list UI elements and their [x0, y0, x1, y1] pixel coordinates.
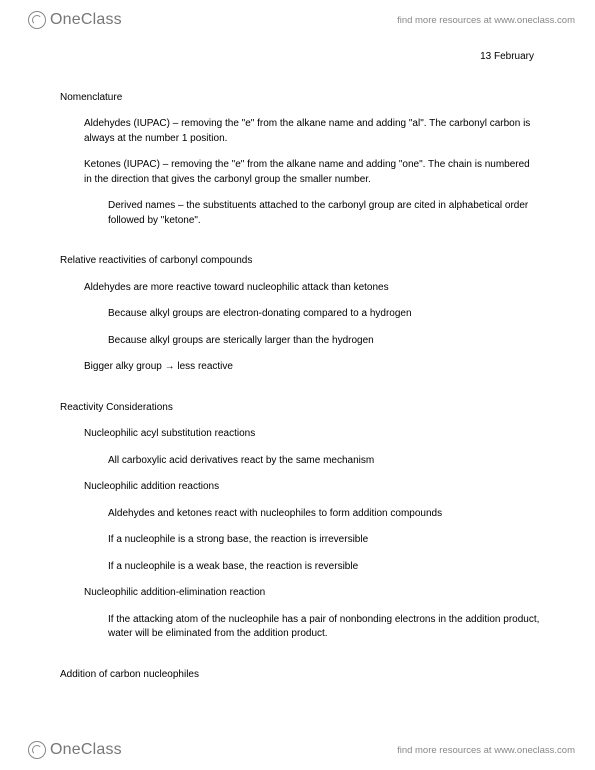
- note-line: Derived names – the substituents attache…: [108, 199, 540, 228]
- section-title: Relative reactivities of carbonyl compou…: [60, 254, 540, 269]
- page-content: 13 February Nomenclature Aldehydes (IUPAC…: [60, 50, 540, 708]
- note-line: Bigger alky group → less reactive: [84, 360, 540, 375]
- footer: OneClass find more resources at www.onec…: [0, 736, 595, 764]
- section-title: Addition of carbon nucleophiles: [60, 668, 540, 683]
- oneclass-logo-icon: [28, 11, 46, 29]
- logo-text-footer: OneClass: [50, 741, 122, 759]
- section-title: Reactivity Considerations: [60, 401, 540, 416]
- note-line: Aldehydes are more reactive toward nucle…: [84, 281, 540, 296]
- oneclass-logo-icon: [28, 741, 46, 759]
- date: 13 February: [60, 50, 540, 65]
- note-line: Nucleophilic acyl substitution reactions: [84, 427, 540, 442]
- note-line: All carboxylic acid derivatives react by…: [108, 454, 540, 469]
- logo-footer: OneClass: [28, 741, 122, 759]
- logo: OneClass: [28, 11, 122, 29]
- header: OneClass find more resources at www.onec…: [0, 6, 595, 34]
- note-line: Because alkyl groups are electron-donati…: [108, 307, 540, 322]
- note-line: If the attacking atom of the nucleophile…: [108, 613, 540, 642]
- logo-text: OneClass: [50, 11, 122, 29]
- note-line: If a nucleophile is a weak base, the rea…: [108, 560, 540, 575]
- section-title: Nomenclature: [60, 91, 540, 106]
- note-line: Because alkyl groups are sterically larg…: [108, 334, 540, 349]
- note-line: Aldehydes and ketones react with nucleop…: [108, 507, 540, 522]
- note-line: Ketones (IUPAC) – removing the "e" from …: [84, 158, 540, 187]
- footer-tagline: find more resources at www.oneclass.com: [397, 745, 575, 756]
- header-tagline: find more resources at www.oneclass.com: [397, 15, 575, 26]
- note-line: Nucleophilic addition-elimination reacti…: [84, 586, 540, 601]
- note-line: Nucleophilic addition reactions: [84, 480, 540, 495]
- note-line: If a nucleophile is a strong base, the r…: [108, 533, 540, 548]
- note-line: Aldehydes (IUPAC) – removing the "e" fro…: [84, 117, 540, 146]
